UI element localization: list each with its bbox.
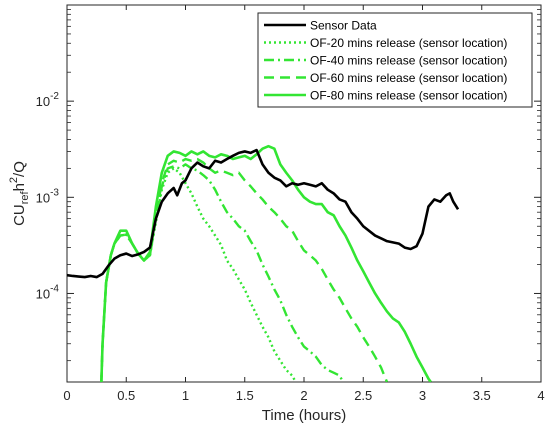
x-tick-label: 2 <box>300 388 307 403</box>
series-line-0 <box>67 148 460 279</box>
x-tick-label: 0.5 <box>117 388 135 403</box>
x-tick-label: 0 <box>63 388 70 403</box>
x-tick-label: 2.5 <box>354 388 372 403</box>
axes: 0 0.5 1 1.5 2 2.5 3 3.5 4 10-4 10-3 10-2 <box>36 5 545 403</box>
y-axis-title-tail: /Q <box>11 161 28 177</box>
x-tick-label: 1.5 <box>236 388 254 403</box>
y-axis-title-mid: h <box>11 183 28 191</box>
series-line-4 <box>100 144 432 382</box>
y-axis-title: CUrefh2/Q <box>8 161 31 226</box>
y-tick-label: 10-2 <box>36 91 60 109</box>
legend-label-3: OF-60 mins release (sensor location) <box>310 71 507 85</box>
x-axis-title: Time (hours) <box>262 407 346 424</box>
legend-box <box>257 12 533 108</box>
x-tick-label: 4 <box>537 388 544 403</box>
legend-label-1: OF-20 mins release (sensor location) <box>310 36 507 50</box>
legend-label-4: OF-80 mins release (sensor location) <box>310 89 507 103</box>
y-axis-title-superscript: 2 <box>8 177 20 183</box>
series-group <box>67 144 460 382</box>
x-tick-label: 3 <box>419 388 426 403</box>
y-tick-label: 10-4 <box>36 283 60 301</box>
x-tick-label: 1 <box>182 388 189 403</box>
x-tick-label: 3.5 <box>473 388 491 403</box>
y-axis-title-subscript: ref <box>19 190 31 204</box>
y-tick-label: 10-3 <box>36 187 60 205</box>
y-axis-title-base: CU <box>11 204 28 226</box>
series-line-1 <box>100 167 297 382</box>
legend: Sensor Data OF-20 mins release (sensor lo… <box>257 12 533 108</box>
legend-label-0: Sensor Data <box>310 19 377 33</box>
legend-label-2: OF-40 mins release (sensor location) <box>310 54 507 68</box>
